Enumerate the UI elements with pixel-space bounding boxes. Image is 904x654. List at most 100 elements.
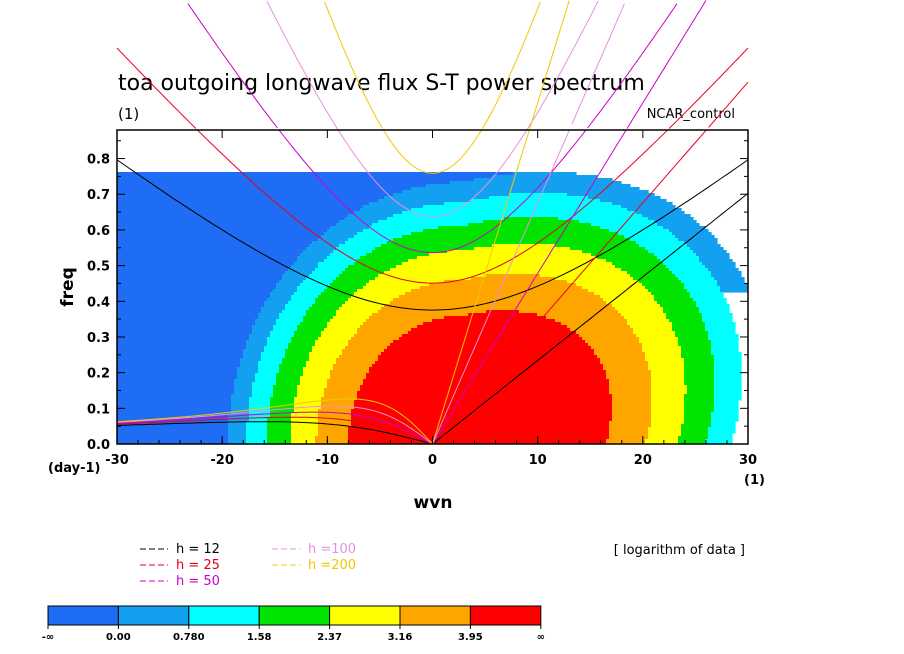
field-band-cell (654, 253, 697, 257)
y-tick-label: 0.2 (87, 367, 110, 382)
legend-label: h =100 (308, 542, 356, 557)
field-band-cell (333, 367, 370, 371)
field-band-cell (309, 358, 337, 362)
field-band-cell (669, 268, 709, 272)
field-band-cell (390, 268, 622, 272)
field-band-cell (318, 418, 352, 422)
field-band-cell (291, 340, 316, 344)
y-tick-label: 0.7 (87, 188, 110, 203)
field-band-cell (261, 310, 283, 314)
field-band-cell (678, 238, 718, 242)
field-band-cell (363, 382, 610, 386)
field-band-cell (618, 310, 664, 314)
field-band-cell (366, 373, 607, 377)
field-band-cell (690, 247, 724, 251)
field-band-cell (471, 199, 601, 203)
field-band-cell (234, 385, 253, 389)
field-band-cell (669, 229, 709, 233)
field-band-cell (354, 403, 613, 407)
field-band-cell (378, 310, 487, 314)
field-band-cell (294, 400, 322, 404)
field-band-cell (651, 370, 685, 374)
field-band-cell (282, 277, 307, 281)
field-band-cell (354, 235, 403, 239)
field-band-cell (273, 328, 298, 332)
field-band-cell (270, 295, 292, 299)
field-band-cell (372, 250, 448, 254)
field-band-cell (117, 289, 274, 293)
field-band-cell (339, 274, 379, 278)
field-band-cell (678, 337, 709, 341)
field-band-cell (648, 289, 688, 293)
field-band-cell (117, 355, 244, 359)
field-band-cell (294, 262, 319, 266)
field-band-cell (249, 397, 271, 401)
field-band-cell (447, 250, 583, 254)
field-band-cell (117, 199, 379, 203)
field-band-cell (591, 346, 643, 350)
field-band-cell (273, 391, 298, 395)
field-band-cell (654, 298, 694, 302)
field-band-cell (348, 298, 394, 302)
field-band-cell (606, 259, 661, 263)
field-band-cell (684, 409, 715, 413)
field-band-cell (306, 361, 337, 365)
field-band-cell (294, 331, 322, 335)
field-band-cell (342, 352, 382, 356)
field-band-cell (312, 304, 343, 308)
field-band-cell (651, 382, 685, 386)
field-band-cell (336, 277, 376, 281)
field-band-cell (399, 295, 601, 299)
field-band-cell (660, 259, 700, 263)
field-band-cell (246, 433, 268, 437)
field-band-cell (402, 211, 637, 215)
field-band-cell (291, 295, 319, 299)
field-band-cell (336, 223, 373, 227)
field-band-cell (693, 298, 727, 302)
field-band-cell (117, 319, 256, 323)
field-band-cell (681, 280, 718, 284)
field-band-cell (249, 415, 271, 419)
field-band-cell (237, 370, 259, 374)
field-band-cell (117, 373, 238, 377)
field-band-cell (261, 352, 286, 356)
field-band-cell (609, 427, 649, 431)
field-band-cell (708, 337, 739, 341)
field-band-cell (684, 421, 712, 425)
field-band-cell (276, 283, 301, 287)
field-band-cell (249, 403, 271, 407)
field-band-cell (291, 436, 316, 440)
field-band-cell (702, 319, 733, 323)
field-band-cell (684, 361, 715, 365)
field-band-cell (639, 280, 682, 284)
field-band-cell (321, 331, 358, 335)
field-band-cell (231, 397, 250, 401)
field-band-cell (270, 292, 295, 296)
field-band-cell (609, 424, 652, 428)
field-band-cell (663, 310, 700, 314)
field-band-cell (336, 313, 373, 317)
field-band-cell (393, 193, 511, 197)
field-band-cell (348, 343, 391, 347)
field-band-cell (486, 310, 520, 314)
field-band-cell (294, 397, 322, 401)
field-band-cell (411, 328, 571, 332)
field-band-cell (576, 331, 634, 335)
field-band-cell (294, 403, 322, 407)
field-band-cell (720, 286, 748, 290)
field-band-cell (330, 376, 367, 380)
field-band-cell (675, 235, 715, 239)
field-band-cell (273, 388, 298, 392)
field-band-cell (237, 376, 256, 380)
field-band-cell (714, 376, 742, 380)
field-band-cell (267, 421, 292, 425)
field-band-cell (609, 436, 649, 440)
field-band-cell (324, 328, 358, 332)
field-band-cell (297, 325, 328, 329)
field-band-cell (246, 343, 268, 347)
y-tick-label: 0.3 (87, 331, 110, 346)
field-band-cell (579, 220, 655, 224)
field-band-cell (339, 307, 382, 311)
field-band-cell (267, 298, 292, 302)
